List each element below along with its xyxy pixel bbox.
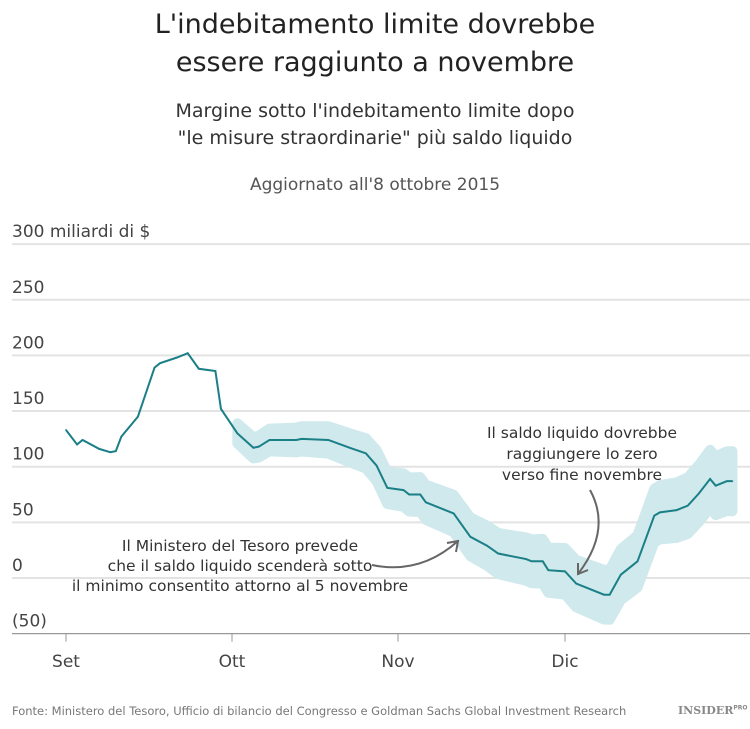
y-tick-label: 200 xyxy=(12,333,44,353)
data-point xyxy=(653,514,656,517)
data-point xyxy=(274,439,276,441)
series-line xyxy=(65,351,733,596)
annotation-text: che il saldo liquido scenderà sotto xyxy=(108,557,373,575)
logo-text: INSIDER xyxy=(678,704,734,717)
arrowhead-icon xyxy=(446,539,460,553)
source-note: Fonte: Ministero del Tesoro, Ufficio di … xyxy=(12,704,627,718)
data-point xyxy=(159,362,161,364)
data-point xyxy=(714,484,717,487)
data-point xyxy=(349,446,351,449)
data-point xyxy=(220,408,222,410)
data-point xyxy=(137,415,139,418)
x-tick-label: Nov xyxy=(381,652,414,672)
data-point xyxy=(541,560,544,563)
data-point xyxy=(525,558,527,560)
data-point xyxy=(726,480,728,482)
arrowhead-icon xyxy=(577,563,589,576)
data-point xyxy=(402,489,405,491)
data-point xyxy=(425,501,427,504)
data-point xyxy=(564,570,566,573)
y-tick-label: (50) xyxy=(12,612,47,632)
x-tick-label: Dic xyxy=(551,652,578,672)
y-tick-label: 300 miliardi di $ xyxy=(12,222,150,242)
data-point xyxy=(252,446,255,449)
y-tick-label: 100 xyxy=(12,445,44,465)
logo-sup: PRO xyxy=(733,704,748,712)
data-point xyxy=(236,432,239,435)
annotation-text: il minimo consentito attorno al 5 novemb… xyxy=(72,577,408,595)
data-point xyxy=(636,560,639,563)
data-point xyxy=(497,552,500,555)
data-point xyxy=(381,475,383,478)
data-point xyxy=(386,487,389,489)
data-point xyxy=(115,450,117,452)
data-point xyxy=(547,569,550,572)
annotation-text: verso fine novembre xyxy=(502,466,662,484)
data-point xyxy=(575,582,577,585)
annotation-text: Il Ministero del Tesoro prevede xyxy=(122,537,358,555)
data-point xyxy=(486,544,488,547)
data-point xyxy=(620,573,622,576)
chart-area: 300 miliardi di $ 250 200 150 100 50 0 (50)Set O… xyxy=(12,222,750,672)
data-point xyxy=(109,451,112,454)
chart-subtitle: Margine sotto l'indebitamento limite dop… xyxy=(175,100,575,149)
data-point xyxy=(186,352,189,354)
data-point xyxy=(731,480,734,482)
data-point xyxy=(300,438,303,440)
data-point xyxy=(530,560,533,563)
data-point xyxy=(603,593,605,596)
data-point xyxy=(452,512,455,515)
data-point xyxy=(686,504,689,507)
y-tick-label: 50 xyxy=(12,500,34,520)
annotation-text: Il saldo liquido dovrebbe xyxy=(487,424,677,442)
data-point xyxy=(659,511,661,514)
y-tick-label: 0 xyxy=(12,556,23,576)
data-point xyxy=(257,445,260,448)
data-point xyxy=(295,439,298,441)
arrow-nov5 xyxy=(371,540,459,569)
data-point xyxy=(214,370,217,372)
data-point xyxy=(263,442,265,445)
data-point xyxy=(65,429,67,431)
insider-pro-logo: INSIDERPRO xyxy=(678,704,747,717)
data-point xyxy=(198,367,200,370)
data-point xyxy=(698,492,700,495)
annotation-text: raggiungere lo zero xyxy=(506,445,657,463)
chart-title: L'indebitamento limite dovrebbe essere ra… xyxy=(154,9,596,78)
y-tick-label: 250 xyxy=(12,278,44,298)
updated-date: Aggiornato all'8 ottobre 2015 xyxy=(249,175,501,195)
data-point xyxy=(98,448,100,450)
data-point xyxy=(365,452,367,455)
arrow-end-nov xyxy=(577,489,600,575)
projection-band xyxy=(232,418,738,625)
data-point xyxy=(419,493,422,496)
data-point xyxy=(268,439,271,441)
data-point xyxy=(81,439,84,441)
data-point xyxy=(120,435,123,438)
data-point xyxy=(327,439,330,441)
data-point xyxy=(608,593,611,596)
x-tick-label: Ott xyxy=(219,652,246,672)
data-point xyxy=(375,464,378,467)
data-point xyxy=(408,493,410,496)
data-point xyxy=(153,366,156,369)
data-point xyxy=(709,478,711,480)
x-tick-label: Set xyxy=(52,652,80,672)
data-point xyxy=(469,536,472,538)
data-point xyxy=(675,509,678,511)
y-tick-label: 150 xyxy=(12,389,44,409)
data-point xyxy=(76,443,78,446)
data-point xyxy=(175,356,178,359)
